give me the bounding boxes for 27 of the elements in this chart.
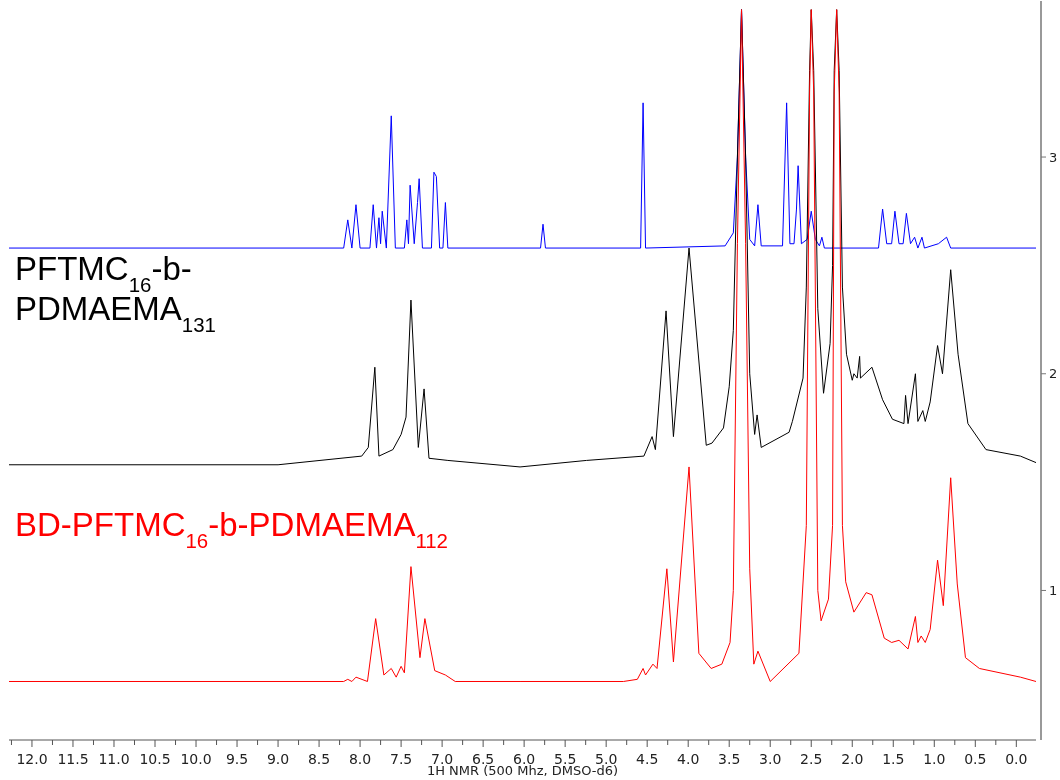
x-tick-label: 12.0 xyxy=(16,751,48,767)
x-tick-label: 2.0 xyxy=(841,751,864,767)
x-tick-label: 3.0 xyxy=(759,751,782,767)
line-series xyxy=(9,9,1036,468)
x-tick-label: 10.5 xyxy=(139,751,171,767)
x-tick-label: 0.5 xyxy=(964,751,987,767)
x-tick-label: 0.0 xyxy=(1005,751,1028,767)
x-tick-label: 9.0 xyxy=(266,751,290,767)
x-tick-label: 4.0 xyxy=(677,751,700,767)
y2-tick-label: 3 xyxy=(1049,149,1058,165)
series-label: BD-PFTMC$_{16}$-b-PDMAEMA$_{112}$ xyxy=(15,506,448,552)
line-series xyxy=(9,9,1036,682)
x-tick-label: 9.5 xyxy=(225,751,249,767)
y2-tick-label: 2 xyxy=(1049,366,1058,382)
x-tick-label: 2.5 xyxy=(800,751,823,767)
x-tick-label: 11.5 xyxy=(57,751,89,767)
x-tick-label: 4.5 xyxy=(636,751,659,767)
y2-tick-label: 1 xyxy=(1049,583,1058,599)
x-tick-label: 8.5 xyxy=(307,751,331,767)
x-tick-label: 11.0 xyxy=(98,751,130,767)
x-tick-label: 7.5 xyxy=(389,751,413,767)
x-tick-label: 1.5 xyxy=(882,751,905,767)
text: PFTMC$_{16}$-b- PDMAEMA$_{131}$ xyxy=(15,250,216,336)
x-tick-label: 10.0 xyxy=(180,751,212,767)
x-tick-label: 8.0 xyxy=(348,751,372,767)
x-tick-label: 3.5 xyxy=(718,751,741,767)
x-tick-label: 1.0 xyxy=(923,751,946,767)
